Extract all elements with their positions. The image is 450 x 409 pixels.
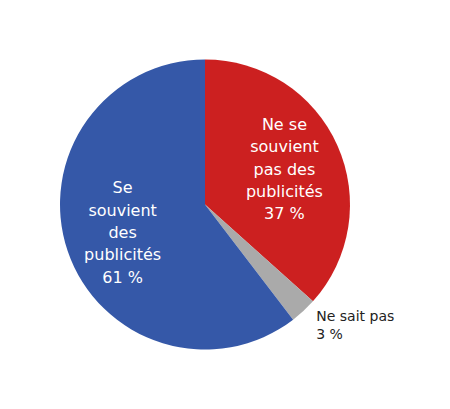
label-line: publicités — [84, 245, 161, 264]
slice — [60, 60, 293, 350]
label-line: pas des — [254, 160, 316, 179]
label-line: souvient — [250, 137, 318, 156]
chart: Ne se souvient pas des publicités 37 % Ne sai… — [0, 0, 450, 409]
label-line: Ne se — [262, 115, 307, 134]
slice-label: Ne sait pas 3 % — [316, 308, 394, 342]
pie — [60, 60, 350, 350]
label-line: 3 % — [316, 326, 343, 342]
slice-label: Ne se souvient pas des publicités 37 % — [246, 115, 323, 224]
label-line: souvient — [88, 201, 156, 220]
label-line: Ne sait pas — [316, 308, 394, 324]
slice-label: Se souvient des publicités 61 % — [84, 178, 161, 287]
label-line: 61 % — [102, 268, 143, 287]
label-line: 37 % — [264, 204, 305, 223]
labels: Ne se souvient pas des publicités 37 % Ne sai… — [84, 115, 394, 342]
label-line: Se — [113, 178, 133, 197]
label-line: des — [108, 223, 136, 242]
label-line: publicités — [246, 182, 323, 201]
